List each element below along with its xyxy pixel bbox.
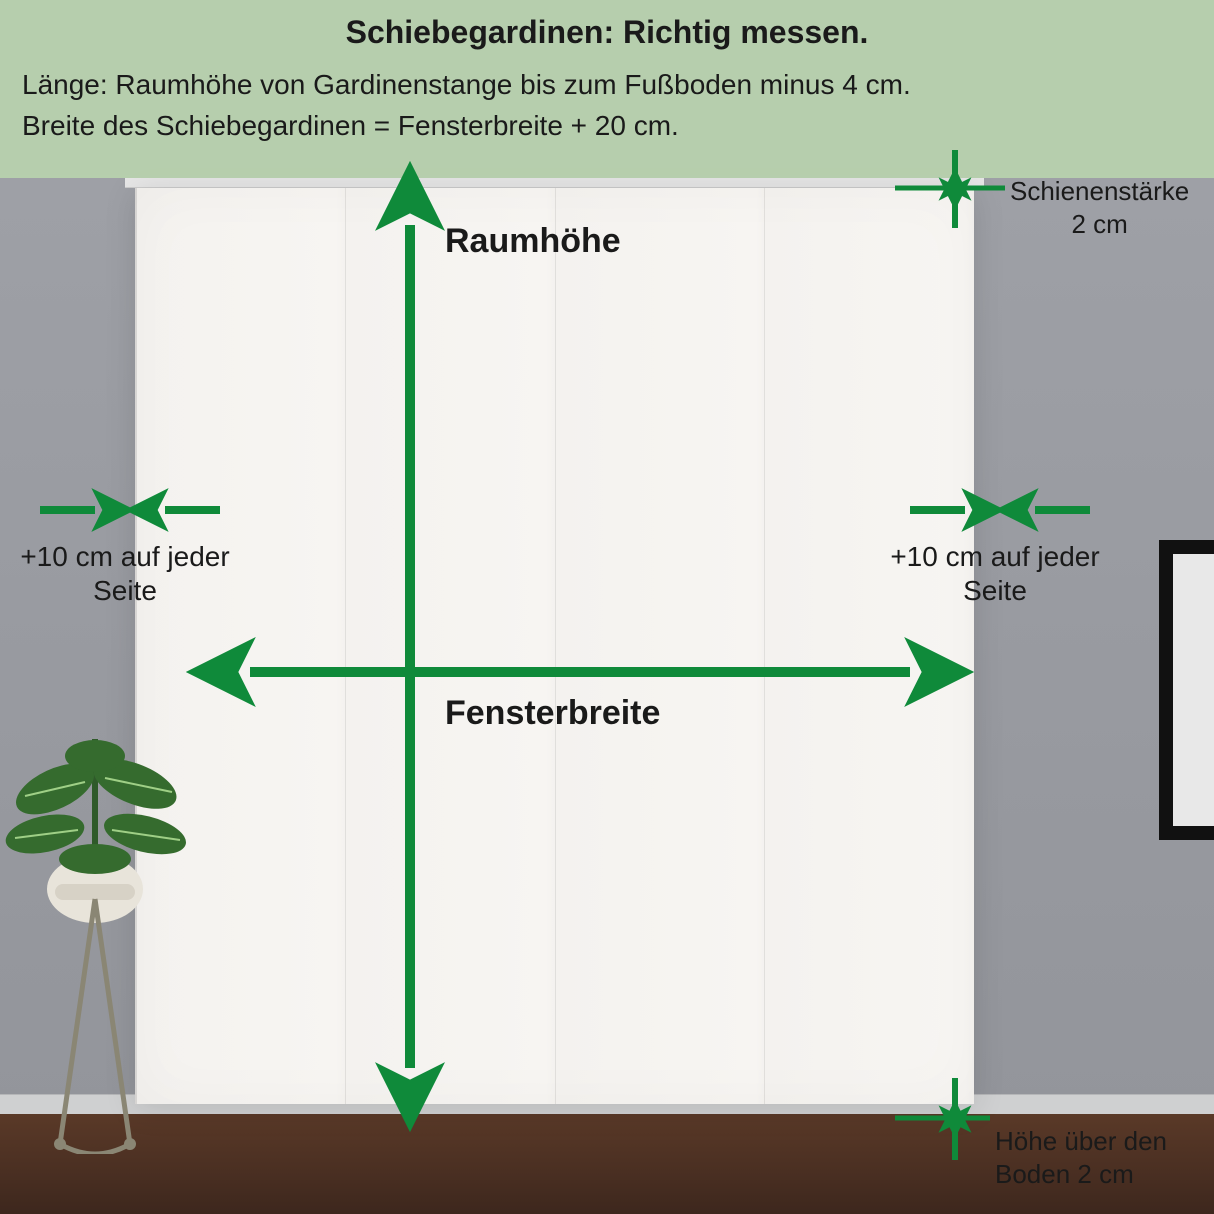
label-floor-gap: Höhe über den Boden 2 cm	[995, 1125, 1167, 1190]
plant-decor	[0, 734, 220, 1154]
page-title: Schiebegardinen: Richtig messen.	[22, 14, 1192, 51]
picture-frame	[1159, 540, 1214, 840]
instruction-line-1: Länge: Raumhöhe von Gardinenstange bis z…	[22, 65, 1192, 106]
header: Schiebegardinen: Richtig messen. Länge: …	[0, 0, 1214, 164]
instruction-line-2: Breite des Schiebegardinen = Fensterbrei…	[22, 106, 1192, 147]
label-rail-thickness-text: Schienenstärke	[1010, 176, 1189, 206]
curtain-rail	[125, 178, 984, 188]
curtain-panels	[135, 188, 974, 1104]
label-floor-gap-text: Höhe über den	[995, 1126, 1167, 1156]
label-floor-gap-value: Boden 2 cm	[995, 1159, 1134, 1189]
label-side-right: +10 cm auf jeder Seite	[870, 540, 1120, 607]
label-rail-thickness-value: 2 cm	[1010, 208, 1189, 241]
label-fensterbreite: Fensterbreite	[445, 694, 660, 733]
label-rail-thickness: Schienenstärke 2 cm	[1010, 175, 1189, 240]
label-side-left: +10 cm auf jeder Seite	[0, 540, 250, 607]
label-raumhoehe: Raumhöhe	[445, 222, 621, 261]
